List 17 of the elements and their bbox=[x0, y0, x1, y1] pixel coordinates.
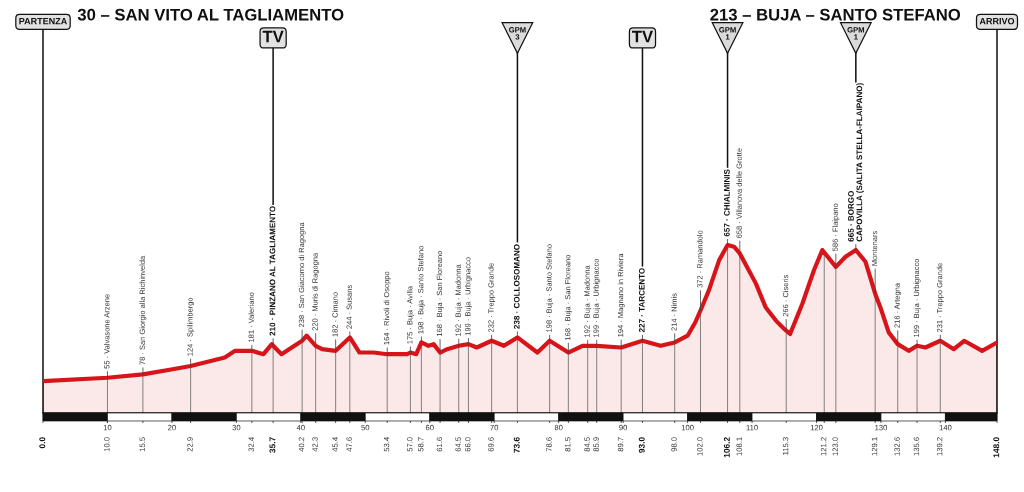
ref-line-label: PARTENZA bbox=[19, 18, 67, 25]
ref-line-label: TV bbox=[632, 30, 654, 43]
annotation: 657 · CHIALMINIS bbox=[724, 169, 730, 237]
ref-line-label: ARRIVO bbox=[979, 17, 1015, 25]
x-tick-label: 148.0 bbox=[993, 437, 1000, 458]
annotation: 227 · TARCENTO bbox=[638, 268, 645, 333]
chart-subtitle: 213 – BUJA – SANTO STEFANO bbox=[710, 8, 961, 21]
x-tick-label: 93.0 bbox=[638, 437, 645, 453]
annotation: 210 · PINZANO AL TAGLIAMENTO bbox=[269, 206, 276, 336]
annotation: 238 · COLLOSOMANO bbox=[513, 244, 520, 329]
x-tick-label: 73.6 bbox=[513, 437, 520, 453]
ref-line-label: TV bbox=[262, 30, 284, 43]
x-tick-label: 106.2 bbox=[723, 437, 730, 458]
chart-title: 30 – SAN VITO AL TAGLIAMENTO bbox=[77, 8, 344, 21]
annotation: 665 · BORGO CAPOVILLA (SALITA STELLA-FLAIPANO) bbox=[848, 83, 864, 242]
x-tick-label: 35.7 bbox=[269, 437, 276, 453]
x-tick-label: 0.0 bbox=[39, 437, 46, 449]
